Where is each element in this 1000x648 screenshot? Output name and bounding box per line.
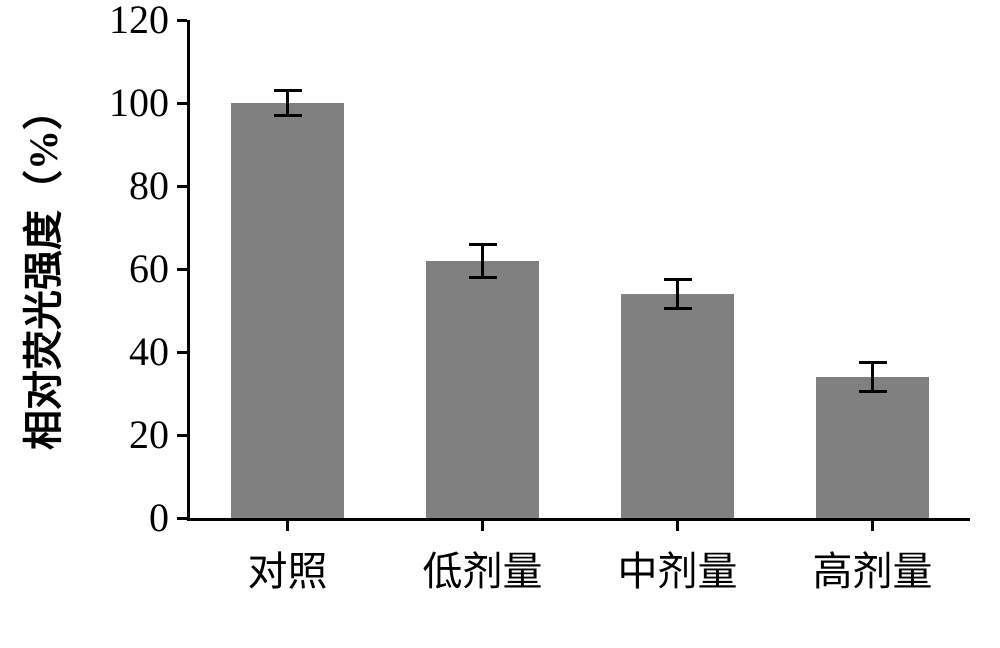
y-tick (177, 268, 187, 271)
y-tick (177, 351, 187, 354)
x-tick-label: 高剂量 (775, 539, 970, 597)
y-tick (177, 185, 187, 188)
y-axis (187, 20, 190, 521)
y-tick (177, 102, 187, 105)
error-cap (664, 307, 692, 310)
y-tick-label: 40 (0, 328, 169, 375)
y-tick-label: 20 (0, 411, 169, 458)
y-tick-label: 60 (0, 245, 169, 292)
error-cap (469, 243, 497, 246)
y-tick-label: 100 (0, 79, 169, 126)
error-bar (871, 362, 874, 391)
bar-chart: 相对荧光强度（%） 020406080100120对照低剂量中剂量高剂量 (0, 0, 1000, 648)
y-tick-label: 80 (0, 162, 169, 209)
error-cap (664, 278, 692, 281)
y-tick (177, 434, 187, 437)
x-tick-label: 对照 (190, 539, 385, 597)
y-tick-label: 120 (0, 0, 169, 43)
error-cap (859, 361, 887, 364)
y-tick (177, 19, 187, 22)
bar (231, 103, 344, 518)
x-tick (676, 521, 679, 531)
error-cap (859, 390, 887, 393)
error-cap (274, 114, 302, 117)
error-bar (676, 279, 679, 308)
x-tick-label: 低剂量 (385, 539, 580, 597)
x-tick (481, 521, 484, 531)
x-axis (187, 518, 970, 521)
x-tick (871, 521, 874, 531)
error-bar (286, 91, 289, 116)
error-bar (481, 244, 484, 277)
x-tick (286, 521, 289, 531)
bar (816, 377, 929, 518)
bar (621, 294, 734, 518)
error-cap (469, 276, 497, 279)
y-tick (177, 517, 187, 520)
bar (426, 261, 539, 518)
y-tick-label: 0 (0, 494, 169, 541)
error-cap (274, 89, 302, 92)
x-tick-label: 中剂量 (580, 539, 775, 597)
